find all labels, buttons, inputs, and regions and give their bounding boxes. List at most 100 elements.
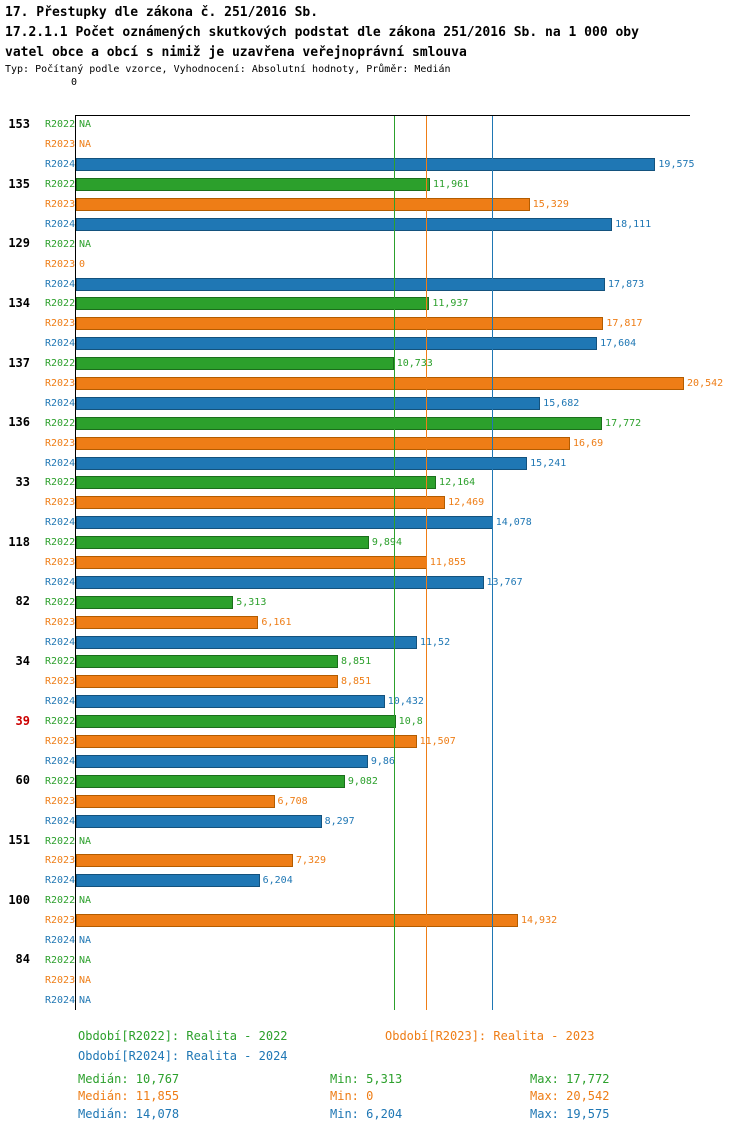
- stat-min-r2023: Min: 0: [330, 1089, 374, 1104]
- bar-row: R2024 19,575: [0, 155, 750, 175]
- bar-area: 12,164: [75, 473, 750, 493]
- category-label: 33: [15, 475, 30, 490]
- series-label: R2022: [45, 417, 76, 429]
- value-label: 19,575: [658, 159, 695, 171]
- bar-row: R2024 14,078: [0, 513, 750, 533]
- category-label: 134: [8, 296, 30, 311]
- bar-area: 7,329: [75, 851, 750, 871]
- series-label: R2024: [45, 815, 76, 827]
- bar-r2023: [76, 496, 446, 510]
- series-label: R2024: [45, 278, 76, 290]
- bar-row: R2024 11,52: [0, 632, 750, 652]
- value-label: 10,8: [398, 716, 423, 728]
- bar-group-151: 151 R2022 NA R2023 7,329 R2024 6,204: [0, 831, 750, 891]
- bar-row: R2024 9,86: [0, 752, 750, 772]
- bar-row: R2024 17,604: [0, 334, 750, 354]
- category-label: 60: [15, 773, 30, 788]
- value-label: 9,86: [370, 755, 395, 767]
- bar-row: 129 R2022 NA: [0, 234, 750, 254]
- value-label: NA: [79, 119, 92, 131]
- bar-r2024: [76, 874, 260, 888]
- bar-r2022: [76, 178, 431, 192]
- value-label: 10,733: [396, 358, 433, 370]
- value-label: 5,313: [236, 596, 267, 608]
- bar-row: 82 R2022 5,313: [0, 592, 750, 612]
- value-label: 20,542: [687, 378, 724, 390]
- bar-r2024: [76, 337, 598, 351]
- value-label: 17,817: [606, 318, 643, 330]
- stat-min-r2022: Min: 5,313: [330, 1071, 403, 1086]
- bar-r2024: [76, 575, 484, 589]
- legend-item-r2024: Období[R2024]: Realita - 2024: [78, 1049, 288, 1064]
- value-label: 6,708: [277, 795, 308, 807]
- legend-item-r2023: Období[R2023]: Realita - 2023: [385, 1029, 595, 1044]
- bar-area: NA: [75, 990, 750, 1010]
- chart-meta: Typ: Počítaný podle vzorce, Vyhodnocení:…: [5, 64, 451, 75]
- bar-r2023: [76, 794, 275, 808]
- bar-area: 10,432: [75, 692, 750, 712]
- bar-row: R2023 12,469: [0, 493, 750, 513]
- value-label: 9,082: [347, 775, 378, 787]
- x-axis-line: [75, 115, 690, 116]
- bar-area: NA: [75, 831, 750, 851]
- bar-group-33: 33 R2022 12,164 R2023 12,469 R2024 14,078: [0, 473, 750, 533]
- value-label: NA: [79, 974, 92, 986]
- bar-group-82: 82 R2022 5,313 R2023 6,161 R2024 11,52: [0, 592, 750, 652]
- category-label: 84: [15, 952, 30, 967]
- bar-area: 9,082: [75, 771, 750, 791]
- value-label: 13,767: [486, 576, 523, 588]
- value-label: NA: [79, 835, 92, 847]
- stats-row-r2023: Medián: 11,855 Min: 0 Max: 20,542: [0, 1088, 750, 1106]
- stat-max-r2024: Max: 19,575: [530, 1106, 610, 1121]
- bar-row: 136 R2022 17,772: [0, 413, 750, 433]
- bar-row: 34 R2022 8,851: [0, 652, 750, 672]
- series-label: R2022: [45, 179, 76, 191]
- series-label: R2023: [45, 915, 76, 927]
- bar-r2023: [76, 675, 338, 689]
- chart-area: 153 R2022 NA R2023 NA R2024 19,575 135 R2022 11,9…: [0, 115, 750, 1011]
- bar-r2024: [76, 754, 368, 768]
- stat-median-r2024: Medián: 14,078: [78, 1106, 180, 1121]
- bar-group-100: 100 R2022 NA R2023 14,932 R2024 NA: [0, 891, 750, 951]
- series-label: R2024: [45, 934, 76, 946]
- bar-row: R2024 17,873: [0, 274, 750, 294]
- bar-area: 6,708: [75, 791, 750, 811]
- stat-median-r2023: Medián: 11,855: [78, 1089, 180, 1104]
- value-label: 15,682: [543, 397, 580, 409]
- value-label: 9,894: [371, 537, 402, 549]
- bar-r2024: [76, 516, 493, 530]
- chart-title: 17. Přestupky dle zákona č. 251/2016 Sb.: [5, 5, 319, 20]
- value-label: 15,241: [530, 457, 567, 469]
- series-label: R2022: [45, 895, 76, 907]
- category-label: 136: [8, 415, 30, 430]
- value-label: 6,204: [262, 875, 293, 887]
- legend-item-r2022: Období[R2022]: Realita - 2022: [78, 1029, 288, 1044]
- bar-row: 100 R2022 NA: [0, 891, 750, 911]
- bar-area: 11,937: [75, 294, 750, 314]
- bar-r2022: [76, 476, 437, 490]
- bar-area: 10,733: [75, 354, 750, 374]
- bar-row: R2023 6,708: [0, 791, 750, 811]
- value-label: NA: [79, 934, 92, 946]
- bar-row: 84 R2022 NA: [0, 950, 750, 970]
- bar-row: R2023 NA: [0, 970, 750, 990]
- category-label: 34: [15, 654, 30, 669]
- category-label: 100: [8, 892, 30, 907]
- series-label: R2022: [45, 358, 76, 370]
- bar-r2022: [76, 536, 369, 550]
- bar-row: R2024 NA: [0, 990, 750, 1010]
- value-label: 7,329: [295, 855, 327, 867]
- bar-row: 135 R2022 11,961: [0, 175, 750, 195]
- value-label: 15,329: [532, 199, 569, 210]
- bar-group-39: 39 R2022 10,8 R2023 11,507 R2024 9,86: [0, 712, 750, 772]
- value-label: 0: [79, 258, 86, 270]
- stat-min-r2024: Min: 6,204: [330, 1106, 403, 1121]
- bar-r2023: [76, 436, 571, 450]
- value-label: 17,772: [605, 417, 642, 429]
- bar-row: R2023 8,851: [0, 672, 750, 692]
- bar-group-153: 153 R2022 NA R2023 NA R2024 19,575: [0, 115, 750, 175]
- bar-area: 11,855: [75, 553, 750, 573]
- bar-area: 9,86: [75, 752, 750, 772]
- bar-area: 17,772: [75, 413, 750, 433]
- bar-area: 15,329: [75, 195, 750, 215]
